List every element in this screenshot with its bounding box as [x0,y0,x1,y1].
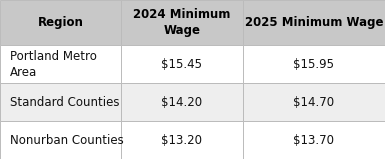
Bar [121,83,243,121]
Bar [0,45,121,83]
Text: $14.70: $14.70 [293,96,334,109]
Text: Portland Metro
Area: Portland Metro Area [10,50,97,79]
Bar [121,0,243,45]
Text: Region: Region [38,16,84,29]
Text: $13.70: $13.70 [293,134,334,147]
Text: 2025 Minimum Wage: 2025 Minimum Wage [244,16,383,29]
Bar [243,0,385,45]
Bar [0,0,121,45]
Bar [121,45,243,83]
Bar [243,45,385,83]
Bar [243,83,385,121]
Text: $15.45: $15.45 [161,58,203,71]
Bar [121,121,243,159]
Text: Nonurban Counties: Nonurban Counties [10,134,123,147]
Text: Standard Counties: Standard Counties [10,96,119,109]
Text: $15.95: $15.95 [293,58,334,71]
Text: $14.20: $14.20 [161,96,203,109]
Bar [0,83,121,121]
Bar [243,121,385,159]
Text: 2024 Minimum
Wage: 2024 Minimum Wage [133,8,231,37]
Text: $13.20: $13.20 [161,134,203,147]
Bar [0,121,121,159]
